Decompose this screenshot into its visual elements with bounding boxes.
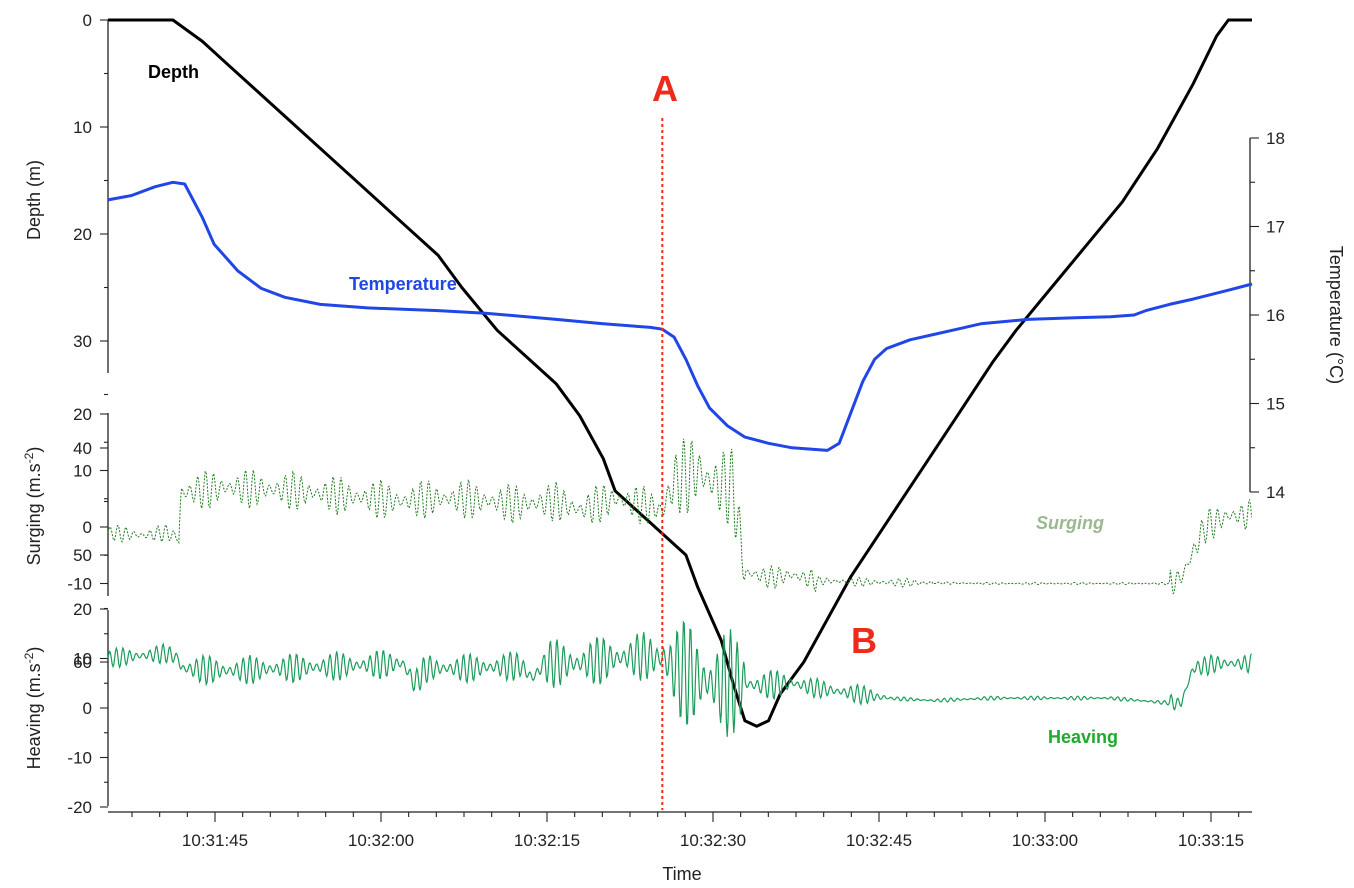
surging-axis-title: Surging (m.s-2) bbox=[22, 447, 44, 566]
heaving-series-label: Heaving bbox=[1048, 727, 1118, 747]
temperature-axis-title: Temperature (°C) bbox=[1326, 246, 1346, 384]
surging-tick-label: 20 bbox=[73, 405, 92, 424]
depth-line bbox=[108, 18, 1252, 728]
x-tick-label: 10:32:30 bbox=[680, 831, 746, 850]
surging-tick-label: 10 bbox=[73, 462, 92, 481]
surging-line bbox=[107, 438, 1252, 595]
temperature-tick-label: 16 bbox=[1266, 306, 1285, 325]
depth-tick-label: 30 bbox=[73, 332, 92, 351]
labels-layer: 0 10 20 30 40 50 60 -10 0 10 20 -20 -10 0 10 20 14 15 16 17… bbox=[22, 11, 1346, 884]
depth-tick-label: 0 bbox=[83, 11, 92, 30]
x-tick-label: 10:33:00 bbox=[1012, 831, 1078, 850]
temperature-tick-label: 18 bbox=[1266, 129, 1285, 148]
depth-axis-title: Depth (m) bbox=[24, 160, 44, 240]
depth-tick-label: 20 bbox=[73, 225, 92, 244]
temperature-series-label: Temperature bbox=[349, 274, 457, 294]
heaving-tick-label: 10 bbox=[73, 650, 92, 669]
temperature-line bbox=[107, 180, 1253, 452]
surging-tick-label: -10 bbox=[67, 575, 92, 594]
x-tick-label: 10:33:15 bbox=[1178, 831, 1244, 850]
x-tick-label: 10:32:15 bbox=[514, 831, 580, 850]
heaving-axis-title: Heaving (m.s-2) bbox=[22, 647, 44, 770]
marker-b-label: B bbox=[851, 620, 877, 661]
depth-tick-label: 40 bbox=[73, 439, 92, 458]
depth-tick-label: 10 bbox=[73, 118, 92, 137]
temperature-tick-label: 17 bbox=[1266, 218, 1285, 237]
heaving-tick-label: 0 bbox=[83, 699, 92, 718]
heaving-tick-label: -10 bbox=[67, 749, 92, 768]
temperature-tick-label: 14 bbox=[1266, 483, 1285, 502]
depth-series-label: Depth bbox=[148, 62, 199, 82]
heaving-tick-label: 20 bbox=[73, 600, 92, 619]
x-tick-label: 10:31:45 bbox=[182, 831, 248, 850]
heaving-line bbox=[107, 620, 1252, 737]
axes-layer bbox=[100, 19, 1259, 822]
heaving-tick-label: -20 bbox=[67, 798, 92, 817]
temperature-tick-label: 15 bbox=[1266, 395, 1285, 414]
x-axis-title: Time bbox=[662, 864, 701, 884]
x-tick-label: 10:32:45 bbox=[846, 831, 912, 850]
series-layer bbox=[107, 18, 1253, 810]
x-tick-label: 10:32:00 bbox=[348, 831, 414, 850]
surging-series-label: Surging bbox=[1036, 513, 1104, 533]
depth-tick-label: 50 bbox=[73, 546, 92, 565]
marker-a-label: A bbox=[652, 68, 678, 109]
surging-tick-label: 0 bbox=[83, 518, 92, 537]
depth-tick-label: 60 bbox=[73, 653, 92, 672]
